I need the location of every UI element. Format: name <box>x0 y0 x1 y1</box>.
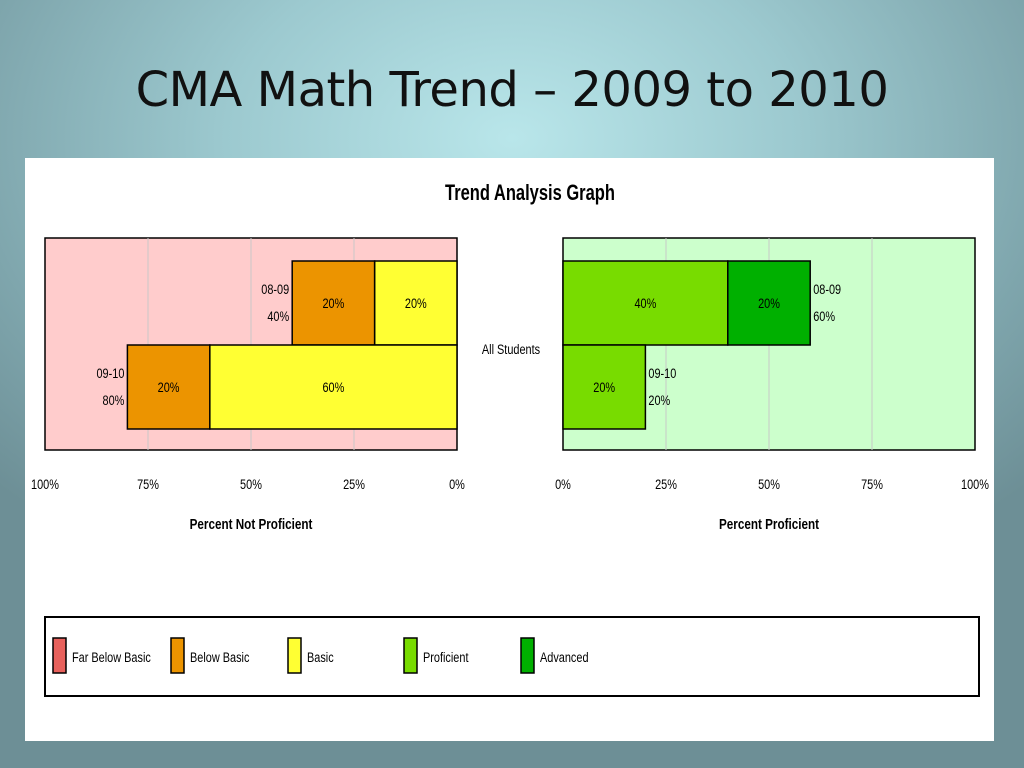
right-tick-label: 25% <box>655 477 677 493</box>
right-tick-label: 100% <box>961 477 989 493</box>
right-tick-label: 0% <box>555 477 571 493</box>
row-year-label: 08-09 <box>813 282 841 298</box>
right-axis-label: Percent Proficient <box>719 516 819 533</box>
left-tick-label: 100% <box>31 477 59 493</box>
left-tick-label: 50% <box>240 477 262 493</box>
bar-value-label: 20% <box>758 296 780 312</box>
legend-swatch <box>170 637 185 674</box>
legend-swatch <box>403 637 418 674</box>
bar-value-label: 20% <box>593 380 615 396</box>
bar-segment <box>562 260 729 346</box>
bar-segment <box>373 260 458 346</box>
bar-segment <box>562 344 647 430</box>
row-year-label: 08-09 <box>261 282 289 298</box>
left-tick-label: 75% <box>137 477 159 493</box>
right-tick-label: 50% <box>758 477 780 493</box>
group-label: All Students <box>482 342 540 358</box>
bar-segment <box>727 260 811 346</box>
legend-label: Advanced <box>540 650 589 666</box>
legend-swatch <box>520 637 535 674</box>
chart-title: Trend Analysis Graph <box>445 181 615 206</box>
slide-title: CMA Math Trend – 2009 to 2010 <box>135 62 889 118</box>
row-total-label: 80% <box>103 393 125 409</box>
trend-analysis-chart: Trend Analysis Graph 20% 20% 08-09 40% 60% 20%… <box>31 181 989 697</box>
legend-label: Below Basic <box>190 650 249 666</box>
bar-segment <box>291 260 376 346</box>
left-axis-label: Percent Not Proficient <box>190 516 313 533</box>
left-tick-label: 25% <box>343 477 365 493</box>
row-total-label: 60% <box>813 309 835 325</box>
row-year-label: 09-10 <box>96 366 124 382</box>
row-year-label: 09-10 <box>648 366 676 382</box>
bar-segment <box>209 344 458 430</box>
row-total-label: 20% <box>648 393 670 409</box>
bar-value-label: 20% <box>322 296 344 312</box>
left-tick-label: 0% <box>449 477 465 493</box>
legend-label: Far Below Basic <box>72 650 151 666</box>
legend-swatch <box>287 637 302 674</box>
bar-segment <box>126 344 211 430</box>
row-total-label: 40% <box>267 309 289 325</box>
legend-label: Basic <box>307 650 334 666</box>
bar-value-label: 60% <box>322 380 344 396</box>
bar-value-label: 20% <box>405 296 427 312</box>
legend-label: Proficient <box>423 650 469 666</box>
legend-swatch <box>52 637 67 674</box>
right-tick-label: 75% <box>861 477 883 493</box>
chart-panel: Trend Analysis Graph 20% 20% 08-09 40% 60% 20%… <box>25 158 994 741</box>
bar-value-label: 40% <box>634 296 656 312</box>
legend-box <box>44 616 980 697</box>
bar-value-label: 20% <box>158 380 180 396</box>
